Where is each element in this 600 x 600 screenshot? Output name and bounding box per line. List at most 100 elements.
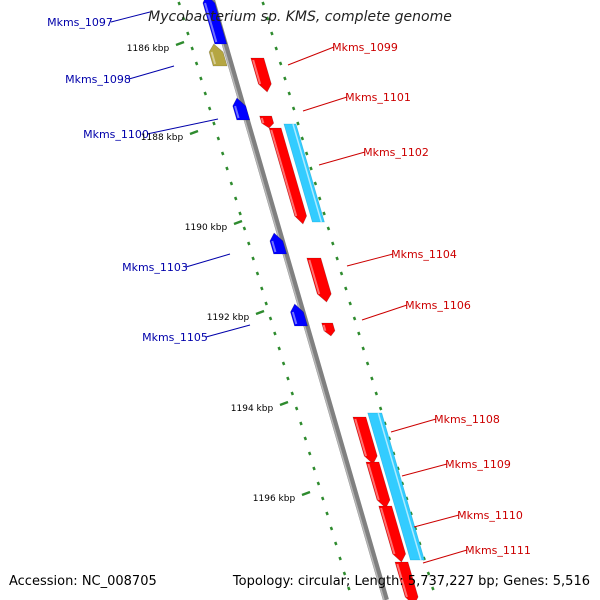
tick-mark [287,91,292,96]
kbp-label: 1194 kbp [231,404,274,414]
tick-mark [242,226,247,231]
mkms-1111-leader [422,549,468,564]
tick-mark [339,271,344,276]
mkms-1110-label: Mkms_1110 [457,509,523,522]
mkms-1100-feature [232,97,251,121]
tick-mark [303,436,308,441]
mkms-1108-label: Mkms_1108 [434,413,500,426]
tick-mark [309,166,313,171]
tick-mark [317,196,322,201]
tick-mark [212,121,216,126]
tick-mark [320,496,325,501]
mkms-1097-leader [110,11,151,23]
kbp-tick [233,219,243,226]
mkms-1110-feature [378,505,406,563]
tick-mark [281,361,286,366]
map-title: Mycobacterium sp. KMS, complete genome [148,9,452,25]
cyan-feature-shine [292,123,323,223]
tick-mark [268,316,273,321]
mkms-1104-feature-shine [308,259,321,295]
backbone-highlight [209,0,385,600]
tick-mark [277,346,281,351]
tick-mark [181,16,186,21]
mkms-1108-feature-shine [354,418,367,457]
tick-mark [313,181,318,186]
tick-mark [255,271,260,276]
mkms-1111-feature-shine [396,563,408,598]
tick-mark [273,331,277,336]
tick-mark [260,286,264,291]
mkms-1098-feature-shine [210,51,217,65]
tick-mark [291,106,296,111]
mkms-1102-leader [318,151,366,166]
tick-mark [331,241,335,246]
mkms-1106-feature [321,322,336,337]
tick-mark [274,46,278,51]
mkms-1100-label: Mkms_1100 [83,128,149,141]
tick-mark [207,106,212,111]
tick-mark [378,406,383,411]
tick-mark [335,256,339,261]
mkms-1100-feature-shine [234,105,240,119]
tick-mark [261,1,265,6]
tick-mark [216,136,221,141]
tick-mark [203,91,208,96]
kbp-label: 1188 kbp [141,133,184,143]
mkms-1110-leader [413,514,460,528]
mkms-1102-feature [268,127,307,225]
tick-mark [251,256,255,261]
tick-mark [316,481,321,486]
tick-mark [264,301,268,306]
mkms-1102-feature-shine [270,129,298,217]
tick-mark [322,211,326,216]
mkms-1103-label: Mkms_1103 [122,261,188,274]
mkms-1109-feature-shine [367,463,380,501]
mkms-1106-leader [361,304,408,321]
tick-mark [225,166,229,171]
mkms-1108-feature [352,416,378,465]
kbp-tick [255,309,265,316]
mkms-1105-feature [290,303,308,327]
tick-mark [286,376,290,381]
mkms-1105-leader [205,324,251,338]
tick-mark [247,241,251,246]
mkms-1111-feature [394,561,419,600]
gene-features [202,0,425,600]
tick-mark [329,526,334,531]
kbp-label: 1186 kbp [127,44,170,54]
tick-mark [348,301,352,306]
mkms-1101-feature [259,115,275,129]
tick-mark [361,346,365,351]
kbp-labels: 1186 kbp 1188 kbp 1190 kbp 1192 kbp 1194 kbp… [127,44,296,504]
tick-mark [294,406,299,411]
mkms-1098-feature [208,43,228,67]
tick-mark [190,46,194,51]
tick-marks [175,1,435,591]
mkms-1101-label: Mkms_1101 [345,91,411,104]
tick-mark [304,151,309,156]
mkms-1109-leader [401,463,448,477]
tick-mark [325,511,329,516]
mkms-1097-feature-shine [204,2,218,43]
mkms-1098-leader [128,65,175,80]
tick-mark [342,571,347,576]
tick-mark [431,586,435,591]
tick-mark [270,31,274,36]
tick-mark [352,316,357,321]
gene-labels: Mkms_1097 Mkms_1098 Mkms_1099 Mkms_1100 Mkms… [47,16,531,557]
mkms-1097-feature [202,0,228,45]
tick-mark [283,76,287,81]
tick-mark [233,196,238,201]
tick-mark [344,286,348,291]
tick-mark [220,151,225,156]
backbone [209,0,389,600]
kbp-tick [175,40,185,47]
cyan-feature-shine [377,412,422,561]
mkms-1110-feature-shine [380,507,396,555]
mkms-1106-label: Mkms_1106 [405,299,471,312]
mkms-1111-label: Mkms_1111 [465,544,531,557]
mkms-1099-feature-shine [252,59,262,85]
tick-mark [365,361,370,366]
tick-mark [300,136,305,141]
tick-mark [299,421,303,426]
